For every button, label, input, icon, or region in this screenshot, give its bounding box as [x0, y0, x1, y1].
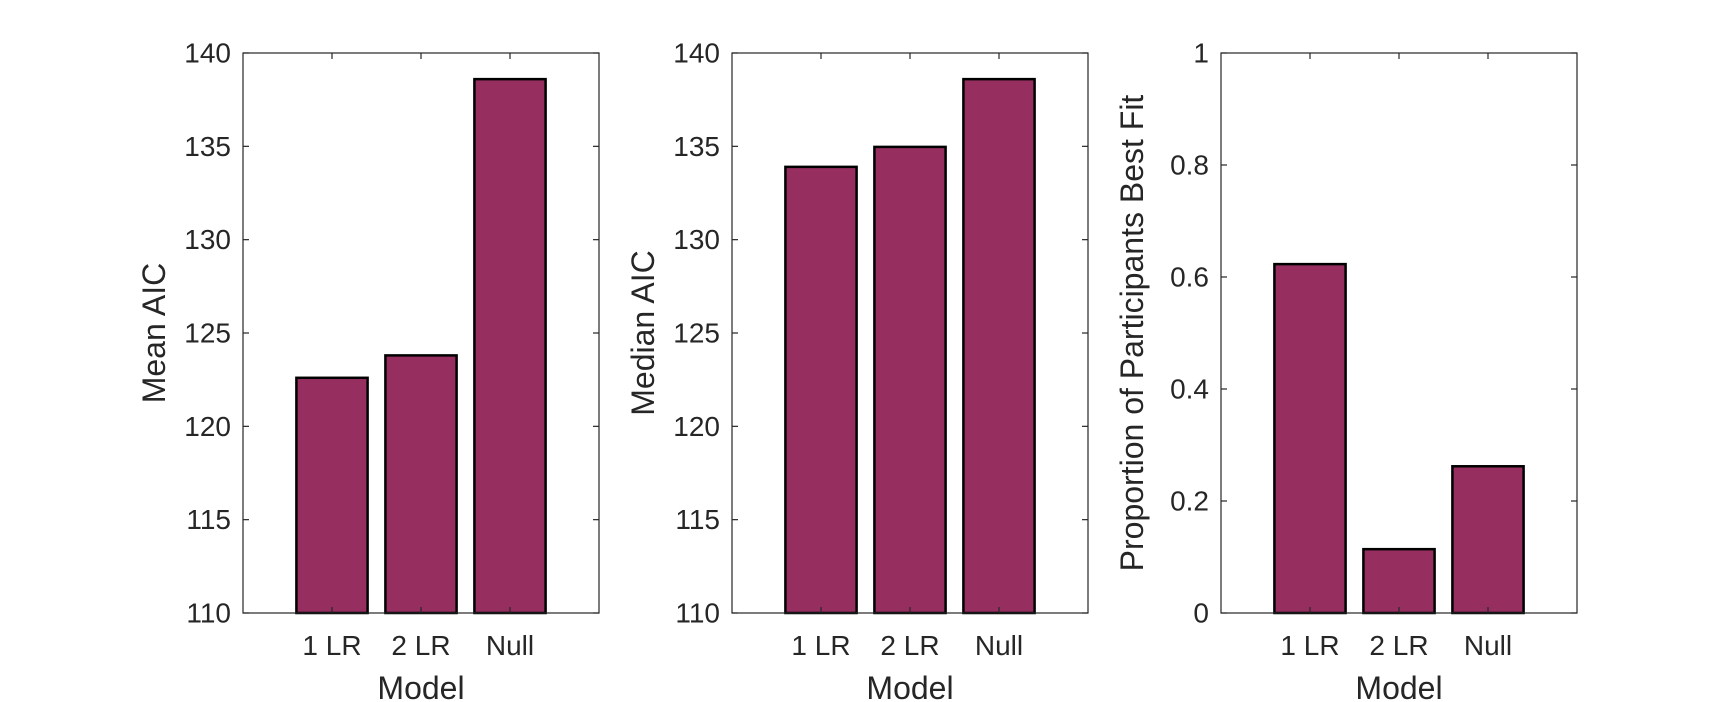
bar-1-lr[interactable]	[1273, 262, 1347, 615]
bar-null[interactable]	[473, 77, 547, 615]
y-tick-label: 0.2	[1170, 486, 1209, 517]
y-tick-label: 140	[673, 38, 720, 69]
bar-2-lr[interactable]	[873, 145, 947, 615]
y-tick-label: 135	[673, 131, 720, 162]
y-tick-label: 110	[675, 598, 720, 629]
chart-panel-1: 110 115 120 125 130 135 140 1 LR 2 LR Null Model Me…	[136, 38, 600, 702]
y-axis-title: Proportion of Participants Best Fit	[1114, 95, 1150, 572]
x-tick-label: 1 LR	[1280, 630, 1339, 661]
y-tick-label: 125	[673, 318, 720, 349]
y-tick-label: 0.8	[1170, 150, 1209, 181]
bar-2-lr[interactable]	[1362, 547, 1436, 615]
x-axis-title: Model	[1355, 670, 1442, 702]
bar-1-lr[interactable]	[784, 165, 858, 615]
x-tick-label: Null	[975, 630, 1023, 661]
x-tick-label: Null	[486, 630, 534, 661]
y-tick-label: 130	[184, 224, 231, 255]
bar-null[interactable]	[962, 77, 1036, 615]
x-tick-label: 1 LR	[791, 630, 850, 661]
chart-panel-2: 110 115 120 125 130 135 140 1 LR 2 LR Null Model Me…	[625, 38, 1089, 702]
y-tick-label: 0.4	[1170, 374, 1209, 405]
y-tick-label: 120	[673, 411, 720, 442]
x-tick-label: 2 LR	[1369, 630, 1428, 661]
x-tick-label: 1 LR	[302, 630, 361, 661]
x-axis-title: Model	[866, 670, 953, 702]
x-tick-label: 2 LR	[391, 630, 450, 661]
y-tick-label: 140	[184, 38, 231, 69]
bar-null[interactable]	[1451, 465, 1525, 615]
chart-panel-3: 0 0.2 0.4 0.6 0.8 1 1 LR 2 LR Null Model Proportio…	[1114, 38, 1578, 702]
y-tick-label: 125	[184, 318, 231, 349]
y-axis-title: Mean AIC	[136, 263, 172, 404]
y-tick-label: 115	[186, 504, 231, 535]
y-tick-label: 120	[184, 411, 231, 442]
x-axis-title: Model	[377, 670, 464, 702]
y-tick-label: 135	[184, 131, 231, 162]
y-tick-label: 115	[675, 504, 720, 535]
x-tick-label: 2 LR	[880, 630, 939, 661]
bar-1-lr[interactable]	[295, 376, 369, 615]
y-tick-label: 0	[1193, 598, 1209, 629]
bar-2-lr[interactable]	[384, 354, 458, 615]
y-tick-label: 110	[186, 598, 231, 629]
y-axis-title: Median AIC	[625, 250, 661, 415]
y-tick-label: 0.6	[1170, 262, 1209, 293]
y-tick-label: 130	[673, 224, 720, 255]
x-tick-label: Null	[1464, 630, 1512, 661]
y-tick-label: 1	[1193, 38, 1209, 69]
